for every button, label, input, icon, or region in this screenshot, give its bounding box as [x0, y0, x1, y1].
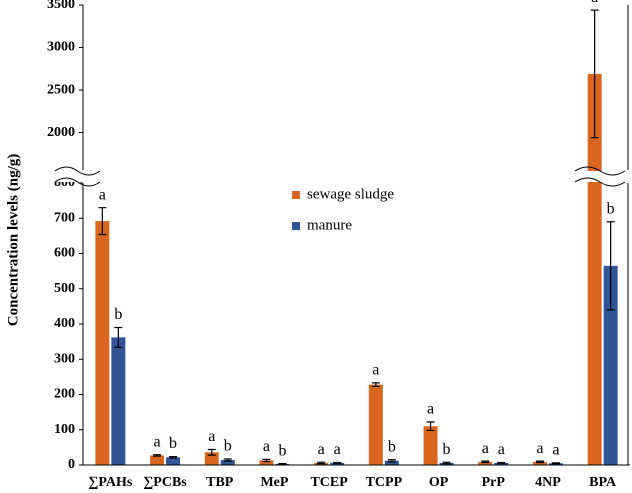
x-tick-label: TCEP	[310, 475, 348, 490]
significance-letter: a	[318, 441, 325, 458]
error-bar	[98, 207, 107, 236]
axis-break-wave	[574, 166, 626, 176]
error-bar	[442, 461, 451, 465]
bar	[603, 265, 618, 465]
x-tick-label: ∑PCBs	[143, 475, 187, 490]
bar	[384, 460, 399, 465]
y-tick-label: 3500	[47, 0, 75, 12]
significance-letter: b	[388, 438, 396, 455]
significance-letter: b	[114, 306, 122, 323]
legend-label: sewage sludge	[307, 186, 394, 202]
axis-break-wave	[54, 166, 101, 176]
error-bar	[535, 460, 544, 464]
x-tick-label: TBP	[206, 475, 234, 490]
error-bar	[387, 459, 396, 463]
error-bar	[223, 458, 232, 462]
y-tick-label: 600	[54, 246, 75, 261]
bar	[150, 455, 165, 465]
error-bar	[278, 462, 287, 465]
bar	[494, 462, 509, 465]
bar	[423, 426, 438, 465]
error-bar	[481, 460, 490, 464]
bar	[330, 462, 345, 465]
significance-letter: a	[263, 438, 270, 455]
significance-letter: b	[169, 435, 177, 452]
legend-label: manure	[307, 217, 352, 233]
bar	[166, 457, 181, 465]
error-bar	[114, 326, 123, 348]
y-tick-label: 500	[54, 281, 75, 296]
y-tick-label: 3000	[47, 40, 75, 55]
significance-letter: b	[278, 442, 286, 459]
significance-letter: b	[443, 441, 451, 458]
y-tick-label: 300	[54, 351, 75, 366]
axis-break	[40, 171, 632, 182]
significance-letter: a	[99, 186, 106, 203]
x-tick-label: MeP	[260, 475, 288, 490]
significance-letter: a	[482, 440, 489, 457]
y-tick-label: 0	[68, 457, 75, 472]
x-tick-label: TCPP	[366, 475, 403, 490]
y-tick-label: 2500	[47, 82, 75, 97]
error-bar	[333, 461, 342, 464]
bar	[368, 384, 383, 465]
error-bar	[551, 462, 560, 465]
significance-letter: a	[208, 428, 215, 445]
y-tick-label: 400	[54, 316, 75, 331]
error-bar	[497, 461, 506, 464]
y-tick-label: 200	[54, 387, 75, 402]
error-bar	[153, 454, 162, 457]
significance-letter: a	[552, 442, 559, 459]
bar	[259, 460, 274, 465]
significance-letter: a	[427, 401, 434, 418]
significance-letter: a	[153, 433, 160, 450]
x-tick-label: ∑PAHs	[88, 475, 132, 490]
bar	[95, 221, 110, 465]
significance-letter: a	[372, 362, 379, 379]
error-bar	[426, 421, 435, 432]
significance-letter: b	[224, 438, 232, 455]
significance-letter: a	[334, 441, 341, 458]
significance-letter: a	[498, 441, 505, 458]
significance-letter: a	[536, 440, 543, 457]
x-tick-label: 4NP	[535, 475, 561, 490]
axis-break-wave	[54, 177, 101, 187]
bar	[111, 337, 126, 465]
y-tick-label: 700	[54, 210, 75, 225]
x-tick-label: BPA	[589, 475, 617, 490]
error-bar	[371, 382, 380, 387]
error-bar	[262, 458, 271, 463]
x-tick-label: OP	[429, 475, 449, 490]
axis-break-wave	[574, 177, 626, 187]
legend-swatch	[292, 191, 300, 199]
x-tick-label: PrP	[482, 475, 506, 490]
y-axis-label: Concentration levels (ng/g)	[5, 154, 21, 326]
y-tick-label: 2000	[47, 125, 75, 140]
error-bar	[169, 455, 178, 459]
error-bar	[207, 448, 216, 456]
significance-letter: b	[607, 200, 615, 217]
error-bar	[317, 461, 326, 465]
bar	[220, 460, 235, 465]
y-tick-label: 100	[54, 422, 75, 437]
bar	[478, 461, 493, 465]
bar	[532, 461, 547, 465]
legend-swatch	[292, 222, 300, 230]
error-bar	[590, 9, 599, 139]
error-bar	[606, 221, 615, 311]
significance-letter: a	[591, 0, 598, 6]
